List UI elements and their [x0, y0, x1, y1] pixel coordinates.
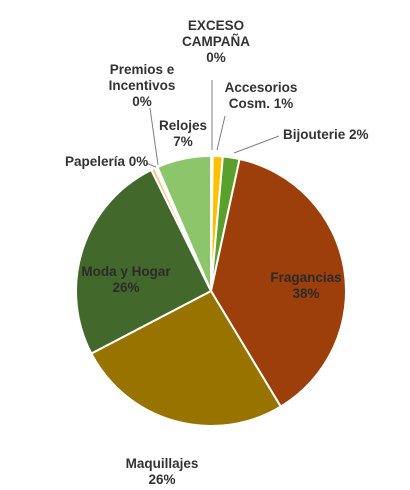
- leader-lines: [145, 80, 280, 168]
- slice-labels: EXCESO CAMPAÑA 0% Accesorios Cosm. 1% Bijoute…: [65, 18, 369, 487]
- pie-slice-relojes: [156, 154, 212, 292]
- leader-line-bijouterie: [233, 135, 280, 154]
- leader-line-papeleria: [145, 162, 157, 168]
- data-label-maquillajes: Maquillajes 26%: [126, 456, 199, 487]
- data-label-papeleria: Papelería 0%: [65, 154, 148, 169]
- data-label-accesorios-cosm: Accesorios Cosm. 1%: [225, 80, 298, 111]
- pie-slices: [75, 154, 347, 427]
- pie-slice-maquillajes: [90, 289, 283, 427]
- data-label-bijouterie: Bijouterie 2%: [283, 127, 369, 142]
- data-label-fragancias: Fragancias 38%: [270, 270, 341, 301]
- pie-slice-fragancias: [209, 157, 347, 408]
- leader-line-premios-e-incentivos: [149, 107, 159, 166]
- data-label-moda-y-hogar: Moda y Hogar 26%: [81, 264, 171, 295]
- pie-slice-moda-y-hogar: [75, 168, 213, 355]
- data-label-exceso-campana: EXCESO CAMPAÑA 0%: [182, 18, 250, 65]
- leader-line-accesorios-cosm: [216, 115, 226, 151]
- data-label-relojes: Relojes 7%: [159, 118, 207, 149]
- data-label-premios-e-incentivos: Premios e Incentivos 0%: [109, 62, 176, 109]
